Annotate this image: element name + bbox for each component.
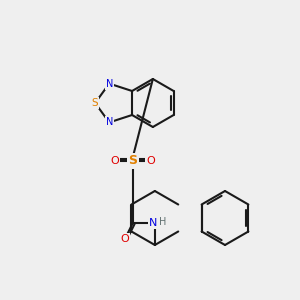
Text: O: O: [146, 156, 155, 166]
Text: S: S: [92, 98, 98, 108]
Text: N: N: [106, 79, 113, 88]
Text: H: H: [159, 217, 167, 227]
Text: S: S: [128, 154, 137, 167]
Text: O: O: [110, 156, 119, 166]
Text: N: N: [149, 218, 157, 228]
Text: N: N: [106, 117, 113, 128]
Text: O: O: [121, 234, 129, 244]
